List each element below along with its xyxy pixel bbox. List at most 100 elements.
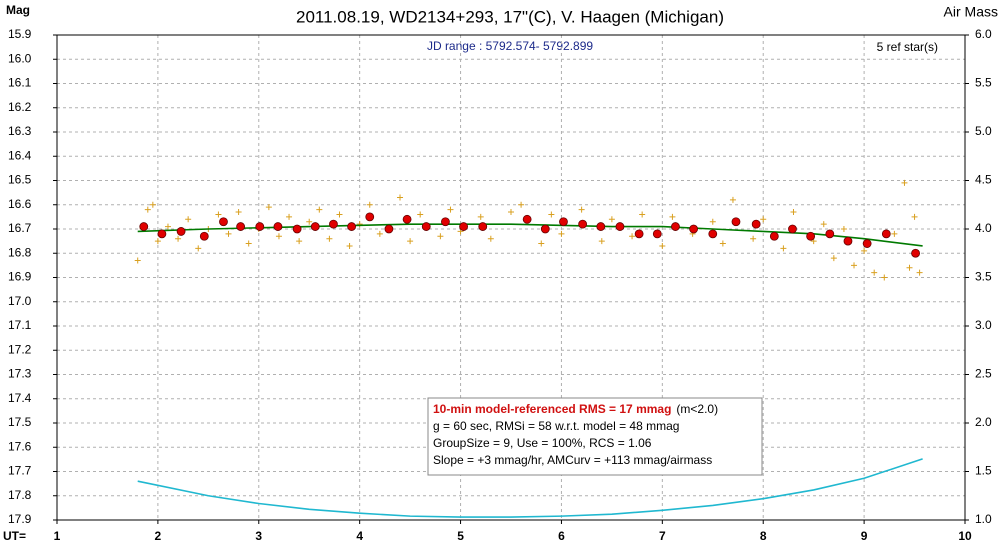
- cross-point: [316, 206, 323, 213]
- cross-point: [780, 245, 787, 252]
- dot-point: [310, 222, 320, 231]
- cross-point: [149, 201, 156, 208]
- dot-point: [365, 212, 375, 222]
- x-tick-label: 7: [659, 529, 666, 543]
- y-tick-label: 17.8: [8, 488, 32, 502]
- cross-point: [376, 230, 383, 237]
- cross-point: [750, 235, 757, 242]
- rms-note: (m<2.0): [676, 402, 718, 416]
- y-tick-label: 16.8: [8, 245, 32, 259]
- dot-point: [176, 227, 186, 236]
- cross-point: [608, 216, 615, 223]
- x-tick-label: 10: [958, 529, 972, 543]
- cross-point: [916, 269, 923, 276]
- stats-line: g = 60 sec, RMSi = 58 w.r.t. model = 48 …: [433, 419, 679, 433]
- dot-point: [421, 222, 431, 231]
- cross-point: [881, 274, 888, 281]
- y-tick-label: 16.9: [8, 270, 32, 284]
- cross-point: [518, 201, 525, 208]
- x-tick-label: 2: [155, 529, 162, 543]
- x-tick-label: 8: [760, 529, 767, 543]
- dot-point: [199, 231, 209, 241]
- dot-point: [540, 224, 550, 234]
- cross-point: [906, 264, 913, 271]
- cross-point: [538, 240, 545, 247]
- dot-point: [139, 222, 149, 231]
- cross-point: [871, 269, 878, 276]
- curve: [137, 223, 923, 247]
- y-tick-label: 15.9: [8, 27, 32, 41]
- dot-point: [292, 224, 302, 234]
- dot-point: [731, 217, 741, 227]
- y2-tick-label: 1.0: [975, 512, 992, 526]
- cross-point: [669, 213, 676, 220]
- cross-point: [366, 201, 373, 208]
- dot-point: [273, 222, 283, 231]
- dot-point: [329, 219, 338, 229]
- y-tick-label: 17.1: [8, 318, 32, 332]
- cross-point: [578, 206, 585, 213]
- jd-range: JD range : 5792.574- 5792.899: [427, 39, 593, 53]
- dot-point: [384, 224, 394, 234]
- dot-point: [559, 217, 568, 227]
- x-axis-label: UT=: [3, 529, 26, 543]
- y2-tick-label: 5.0: [975, 124, 992, 138]
- y2-tick-label: 4.0: [975, 221, 992, 235]
- y-tick-label: 16.0: [8, 51, 32, 65]
- y2-tick-label: 2.5: [975, 367, 992, 381]
- cross-point: [861, 247, 868, 254]
- cross-point: [639, 211, 646, 218]
- y-tick-label: 17.9: [8, 512, 32, 526]
- dot-point: [911, 248, 920, 258]
- cross-point: [760, 216, 767, 223]
- x-tick-label: 9: [861, 529, 868, 543]
- x-tick-label: 1: [54, 529, 61, 543]
- cross-point: [659, 242, 666, 249]
- dot-point: [806, 231, 816, 241]
- cross-point: [185, 216, 192, 223]
- cross-point: [891, 230, 898, 237]
- cross-point: [901, 179, 908, 186]
- cross-point: [265, 204, 272, 211]
- cross-point: [144, 206, 151, 213]
- cross-point: [235, 209, 242, 216]
- cross-point: [175, 235, 182, 242]
- y-axis-label: Mag: [6, 3, 30, 17]
- cross-point: [719, 240, 726, 247]
- y-tick-label: 17.7: [8, 464, 32, 478]
- dot-point: [751, 219, 761, 229]
- stats-line: Slope = +3 mmag/hr, AMCurv = +113 mmag/a…: [433, 453, 712, 467]
- y-tick-label: 16.5: [8, 173, 32, 187]
- y-tick-label: 16.6: [8, 197, 32, 211]
- dot-point: [459, 222, 468, 231]
- dot-point: [881, 229, 891, 239]
- cross-point: [164, 223, 171, 230]
- y-tick-label: 17.5: [8, 415, 32, 429]
- cross-point: [134, 257, 141, 264]
- dot-point: [634, 229, 644, 239]
- cross-point: [286, 213, 293, 220]
- cross-point: [558, 230, 565, 237]
- y2-tick-label: 6.0: [975, 27, 992, 41]
- dot-point: [652, 229, 662, 239]
- cross-point: [830, 255, 837, 262]
- y-tick-label: 16.2: [8, 100, 32, 114]
- cross-point: [548, 211, 555, 218]
- y-tick-label: 16.7: [8, 221, 32, 235]
- cross-point: [447, 206, 454, 213]
- y-tick-label: 16.4: [8, 148, 32, 162]
- y2-tick-label: 1.5: [975, 464, 992, 478]
- y-tick-label: 17.4: [8, 391, 32, 405]
- x-tick-label: 3: [255, 529, 262, 543]
- dot-point: [347, 222, 356, 231]
- y2-axis-label: Air Mass: [944, 4, 998, 20]
- chart-title: 2011.08.19, WD2134+293, 17"(C), V. Haage…: [296, 7, 724, 26]
- cross-point: [729, 196, 736, 203]
- x-tick-label: 6: [558, 529, 565, 543]
- dot-point: [825, 229, 835, 239]
- cross-point: [840, 226, 847, 232]
- cross-point: [154, 238, 161, 245]
- dot-point: [769, 231, 779, 241]
- dot-point: [578, 219, 588, 229]
